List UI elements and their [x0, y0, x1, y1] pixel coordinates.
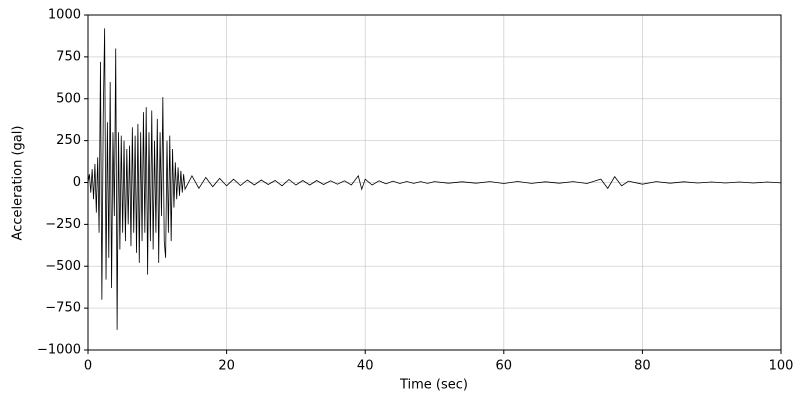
y-axis-label: Acceleration (gal) — [11, 126, 26, 241]
y-tick-label: 250 — [56, 133, 81, 148]
y-tick-label: 0 — [73, 175, 81, 190]
plot-frame — [87, 14, 782, 351]
x-tick-label: 80 — [634, 359, 651, 374]
y-tick-label: 500 — [56, 91, 81, 106]
x-axis-label: Time (sec) — [399, 378, 468, 393]
y-tick-label: 1000 — [48, 8, 81, 23]
x-tick-label: 60 — [496, 359, 513, 374]
y-tick-label: −1000 — [37, 343, 81, 358]
y-tick-label: −750 — [45, 301, 81, 316]
series-line — [87, 28, 782, 330]
y-tick-label: −500 — [45, 259, 81, 274]
y-tick-label: −250 — [45, 217, 81, 232]
x-tick-label: 100 — [769, 359, 794, 374]
x-tick-label: 0 — [84, 359, 92, 374]
y-tick-label: 750 — [56, 49, 81, 64]
x-tick-label: 40 — [357, 359, 374, 374]
x-tick-label: 20 — [218, 359, 235, 374]
